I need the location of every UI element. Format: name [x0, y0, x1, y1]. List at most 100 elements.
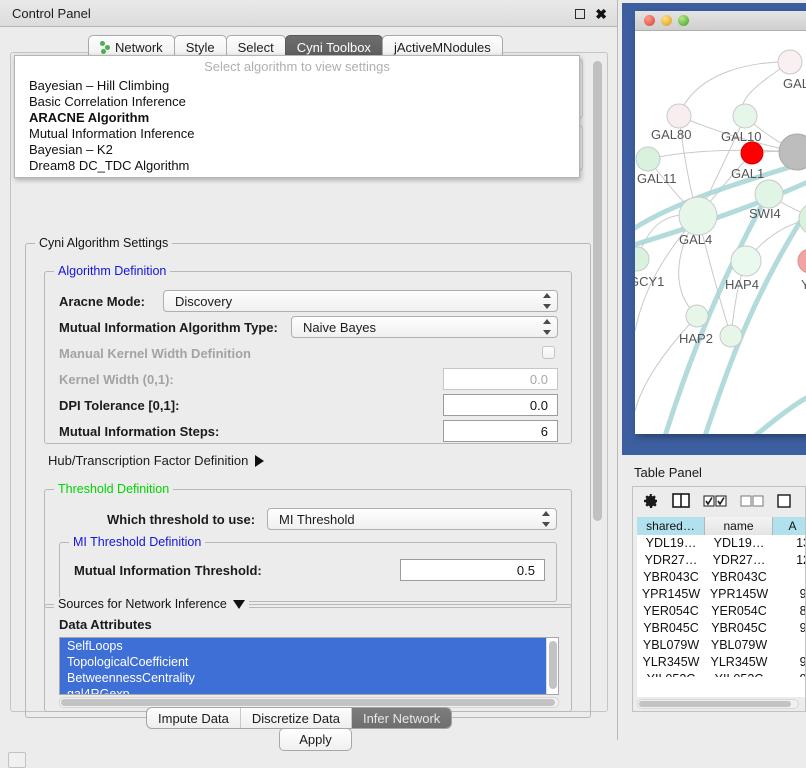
node-label-gal80: GAL80 [651, 127, 691, 142]
data-attributes-vertical-scrollbar[interactable] [546, 638, 558, 694]
mode-tab-discretize-data[interactable]: Discretize Data [241, 708, 352, 728]
node-bottom-green[interactable] [719, 324, 743, 348]
network-icon [100, 40, 110, 54]
cell-name: YIL052C [705, 671, 773, 677]
data-attributes-vertical-scrollbar-thumb[interactable] [549, 641, 557, 689]
tab-network[interactable]: Network [88, 35, 175, 58]
menu-item-bayesian-k2[interactable]: Bayesian – K2 [29, 142, 113, 157]
kernel-width-input[interactable]: 0.0 [443, 368, 558, 390]
table-row[interactable]: YBR043C YBR043C [637, 569, 805, 586]
node-y[interactable] [797, 249, 806, 273]
data-attributes-list[interactable]: SelfLoops TopologicalCoefficient Between… [59, 637, 559, 695]
table-row[interactable]: YLR345W YLR345W 9. [637, 654, 806, 671]
cell-shared: YLR345W [642, 655, 700, 669]
mi-algorithm-select[interactable]: Naive Bayes [291, 316, 558, 338]
mi-steps-input[interactable]: 6 [443, 420, 558, 442]
apply-button[interactable]: Apply [279, 728, 352, 751]
tab-style[interactable]: Style [173, 35, 227, 58]
list-item[interactable]: BetweennessCentrality [60, 670, 558, 686]
node-right-green[interactable] [798, 203, 806, 235]
cell-shared: YDR27… [644, 553, 698, 567]
table-row[interactable]: YER054C YER054C 8. [637, 603, 805, 620]
sources-legend-wrap[interactable]: Sources for Network Inference [54, 597, 249, 611]
data-attributes-horizontal-scrollbar-thumb[interactable] [61, 699, 555, 706]
mode-tab-impute-data[interactable]: Impute Data [147, 708, 241, 728]
list-item[interactable]: TopologicalCoefficient [60, 654, 558, 670]
gear-icon[interactable] [643, 493, 659, 509]
window-buttons: ✖ [575, 0, 607, 27]
select-all-checkbox-icon[interactable] [703, 495, 727, 507]
tab-select[interactable]: Select [225, 35, 286, 58]
hub-definition-disclosure[interactable]: Hub/Transcription Factor Definition [48, 453, 265, 468]
table-row[interactable]: YDR27… YDR27… 12 [637, 552, 805, 569]
cell-a [773, 569, 805, 586]
panel-scrollbar[interactable] [592, 61, 603, 703]
sources-for-network-inference-group: Sources for Network Inference Data Attri… [44, 597, 572, 712]
export-icon[interactable] [777, 493, 791, 508]
mi-algorithm-row: Mutual Information Algorithm Type: [59, 316, 278, 338]
node-label-gal11: GAL11 [637, 171, 677, 186]
cell-name: YBL079W [710, 638, 768, 652]
manual-kernel-row: Manual Kernel Width Definition [59, 342, 251, 364]
list-item[interactable]: gal4RGexp [60, 686, 558, 694]
network-canvas[interactable]: GAL80 GAL10 GAL1 GAL11 GAL4 SWI4 GCY1 HA… [635, 31, 806, 434]
node-gal-top[interactable] [777, 49, 803, 75]
cell-shared: YBR045C [643, 621, 699, 635]
table-horizontal-scrollbar[interactable] [637, 699, 799, 709]
cell-a: 12 [796, 553, 805, 567]
mi-threshold-row: Mutual Information Threshold: [74, 559, 262, 581]
zoom-dot-icon[interactable] [678, 15, 689, 26]
attribute-table[interactable]: shared… name A YDL19… YDL19… 13 YDR27… Y… [637, 517, 805, 697]
columns-icon[interactable] [672, 493, 690, 508]
mi-steps-row: Mutual Information Steps: [59, 420, 219, 442]
panel-scrollbar-thumb[interactable] [593, 61, 602, 521]
node-swi4[interactable] [754, 179, 784, 209]
cell-name: YDR27… [712, 553, 766, 567]
node-hap4[interactable] [730, 245, 762, 277]
tab-jactivemnodules[interactable]: jActiveMNodules [381, 35, 503, 58]
menu-item-mutual-information-inference[interactable]: Mutual Information Inference [29, 126, 195, 141]
table-row[interactable]: YIL052C YIL052C 9. [637, 671, 805, 677]
sources-legend: Sources for Network Inference [58, 597, 227, 611]
close-icon[interactable]: ✖ [595, 5, 607, 22]
which-threshold-select[interactable]: MI Threshold [267, 508, 557, 530]
minimize-dot-icon[interactable] [661, 15, 672, 26]
table-row[interactable]: YPR145W YPR145W 9. [637, 586, 805, 603]
node-label-gal4: GAL4 [679, 232, 712, 247]
tab-cyni-toolbox-label: Cyni Toolbox [296, 39, 371, 55]
column-header-name[interactable]: name [705, 517, 773, 535]
menu-item-dream8-dc-tdc-algorithm[interactable]: Dream8 DC_TDC Algorithm [29, 158, 190, 173]
node-gray[interactable] [778, 133, 806, 171]
node-gcy1[interactable] [635, 246, 650, 272]
table-row[interactable]: YBR045C YBR045C 9. [637, 620, 805, 637]
maximize-icon[interactable] [575, 8, 586, 19]
close-dot-icon[interactable] [644, 15, 655, 26]
mode-tab-infer-network[interactable]: Infer Network [351, 708, 452, 728]
node-gal4[interactable] [678, 196, 718, 236]
table-row[interactable]: YDL19… YDL19… 13 [637, 535, 805, 552]
list-item[interactable]: SelfLoops [60, 638, 558, 654]
cell-name: YPR145W [709, 587, 769, 601]
node-hap2[interactable] [685, 304, 709, 328]
menu-item-basic-correlation-inference[interactable]: Basic Correlation Inference [29, 94, 186, 109]
node-gal80[interactable] [666, 103, 692, 129]
menu-item-bayesian-hill-climbing[interactable]: Bayesian – Hill Climbing [29, 78, 170, 93]
column-header-a[interactable]: A [773, 517, 805, 535]
node-gal11[interactable] [635, 146, 661, 172]
mi-threshold-input[interactable]: 0.5 [400, 559, 545, 581]
table-row[interactable]: YBL079W YBL079W [637, 637, 805, 654]
column-header-shared[interactable]: shared… [637, 517, 705, 535]
table-horizontal-scrollbar-thumb[interactable] [639, 701, 791, 707]
node-gal10[interactable] [732, 103, 758, 129]
manual-kernel-width-checkbox[interactable] [542, 346, 555, 359]
control-panel-tabs: Network Style Select Cyni Toolbox jActiv… [88, 35, 503, 58]
deselect-all-checkbox-icon[interactable] [740, 495, 764, 507]
node-gal1[interactable] [740, 141, 764, 165]
menu-item-aracne-algorithm[interactable]: ARACNE Algorithm [29, 110, 150, 125]
tab-cyni-toolbox[interactable]: Cyni Toolbox [284, 35, 383, 58]
algorithm-definition-legend: Algorithm Definition [54, 264, 171, 278]
aracne-mode-select[interactable]: Discovery [163, 290, 558, 312]
dpi-tolerance-input[interactable]: 0.0 [443, 394, 558, 416]
algorithm-dropdown-popup[interactable]: Select algorithm to view settings Bayesi… [14, 55, 580, 178]
hub-definition-label: Hub/Transcription Factor Definition [48, 453, 249, 468]
